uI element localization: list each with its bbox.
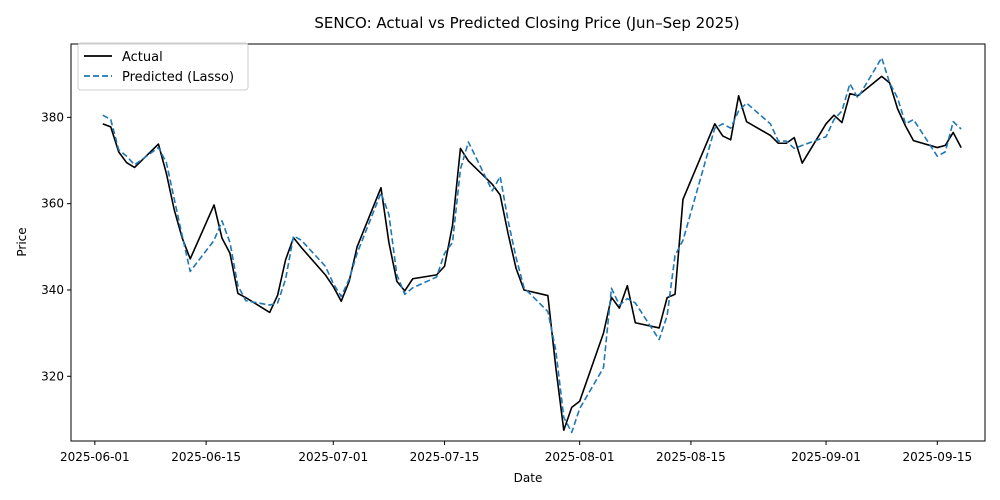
y-tick-label: 320 <box>41 369 64 383</box>
x-axis-label: Date <box>514 471 543 485</box>
x-tick-label: 2025-08-15 <box>656 450 726 464</box>
x-axis: 2025-06-01 2025-06-15 2025-07-01 2025-07-15… <box>60 441 972 464</box>
plot-area <box>102 57 962 434</box>
y-tick-label: 360 <box>41 197 64 211</box>
x-tick-label: 2025-09-01 <box>791 450 861 464</box>
legend: Actual Predicted (Lasso) <box>77 42 249 91</box>
y-tick-label: 380 <box>41 110 64 124</box>
x-tick-label: 2025-08-01 <box>545 450 615 464</box>
chart-title: SENCO: Actual vs Predicted Closing Price… <box>314 14 739 32</box>
legend-label-actual: Actual <box>122 50 163 65</box>
x-tick-label: 2025-09-15 <box>902 450 972 464</box>
x-tick-label: 2025-07-01 <box>298 450 368 464</box>
y-axis-label: Price <box>15 227 29 256</box>
y-axis: 320 340 360 380 <box>41 110 71 383</box>
legend-label-predicted: Predicted (Lasso) <box>122 70 234 85</box>
x-tick-label: 2025-06-15 <box>171 450 241 464</box>
series-line-actual <box>102 75 962 432</box>
y-tick-label: 340 <box>41 283 64 297</box>
series-line-predicted <box>102 57 962 434</box>
plot-frame <box>70 43 986 442</box>
x-tick-label: 2025-07-15 <box>410 450 480 464</box>
x-tick-label: 2025-06-01 <box>60 450 130 464</box>
legend-box <box>77 42 249 91</box>
